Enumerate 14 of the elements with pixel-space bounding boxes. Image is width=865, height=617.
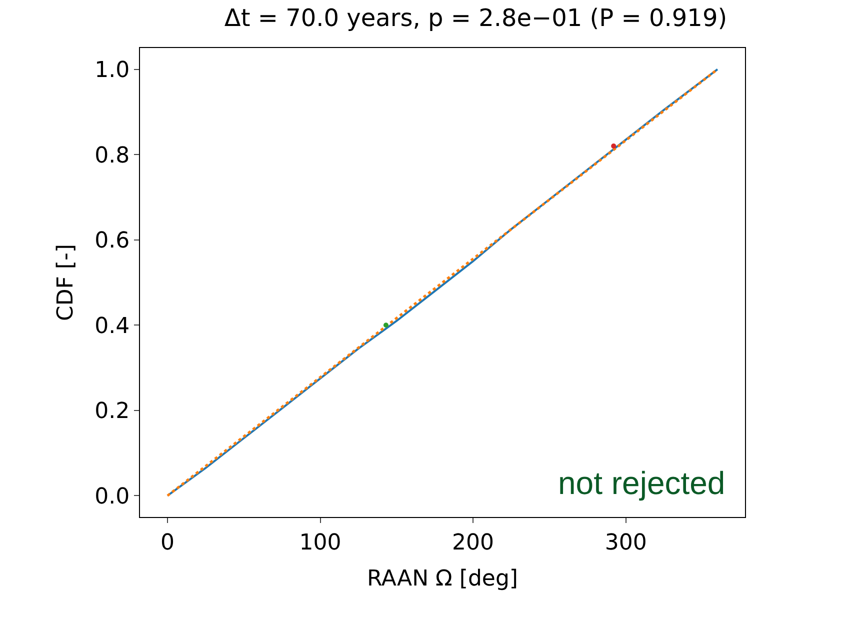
y-tick-label: 0.4 bbox=[94, 314, 130, 339]
x-tick-label: 300 bbox=[604, 530, 647, 556]
chart-title: Δt = 70.0 years, p = 2.8e−01 (P = 0.919) bbox=[224, 4, 728, 32]
y-tick-label: 0.8 bbox=[94, 143, 130, 168]
y-tick-label: 0.6 bbox=[94, 228, 130, 254]
x-tick-label: 100 bbox=[299, 530, 342, 556]
y-tick-label: 0.2 bbox=[94, 399, 130, 424]
x-tick-label: 200 bbox=[452, 530, 494, 556]
annotation: not rejected bbox=[558, 465, 726, 501]
x-axis-title: RAAN Ω [deg] bbox=[367, 566, 518, 592]
x-tick-label: 0 bbox=[160, 530, 174, 556]
y-axis-title: CDF [-] bbox=[53, 244, 78, 322]
y-tick-label: 0.0 bbox=[94, 484, 130, 510]
y-tick-label: 1.0 bbox=[94, 58, 130, 84]
